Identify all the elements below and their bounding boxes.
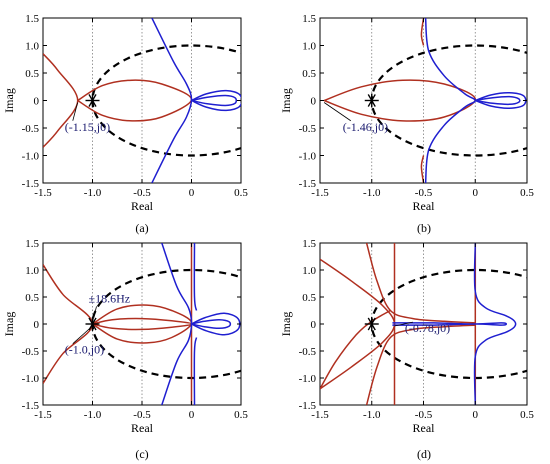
locus-blue: [193, 243, 198, 311]
y-tick-label: 0: [34, 319, 40, 331]
x-tick-label: -1.5: [311, 409, 329, 421]
y-tick-label: -1.5: [299, 400, 317, 412]
x-tick-label: -0.5: [415, 409, 433, 421]
plot-area: [320, 243, 527, 405]
locus-blue: [151, 18, 193, 183]
y-tick-label: -0.5: [299, 123, 317, 135]
annotation-leader: [92, 306, 97, 323]
x-tick-label: 0: [473, 409, 479, 421]
nyquist-panel: (-1.15,j0) 1.5 1.0 0.5 0 -0.5 -1.0 -1.5-1.5 -1.0…: [2, 13, 248, 235]
x-axis-label: Real: [413, 421, 436, 435]
critical-point-marker: [85, 93, 100, 108]
y-axis-label: Imag: [2, 88, 16, 113]
nyquist-panel: (-1.46,j0) 1.5 1.0 0.5 0 -0.5 -1.0 -1.5-1.5 -1.0…: [279, 13, 534, 235]
annotation-label: ±18.6Hz: [89, 291, 131, 305]
x-tick-label: -0.5: [415, 187, 433, 199]
x-tick-label: -0.5: [133, 409, 151, 421]
locus-red: [365, 243, 476, 324]
x-tick-label: 0.5: [520, 409, 534, 421]
panel-label: (c): [135, 447, 148, 461]
x-tick-label: 0.5: [234, 409, 248, 421]
x-tick-label: -1.0: [84, 187, 102, 199]
locus-red: [420, 18, 425, 46]
annotation-label: (-0.78,j0): [405, 321, 450, 335]
panel-label: (a): [135, 221, 148, 235]
y-axis-label: Imag: [2, 312, 16, 337]
y-tick-label: 1.0: [25, 41, 39, 53]
y-tick-label: 1.0: [25, 265, 39, 277]
y-tick-label: 0.5: [302, 68, 316, 80]
y-tick-label: -1.5: [22, 400, 40, 412]
y-tick-label: 0: [311, 96, 317, 108]
y-tick-label: 0.5: [25, 292, 39, 304]
x-axis-label: Real: [131, 199, 154, 213]
annotation-label: (-1.46,j0): [343, 120, 388, 134]
nyquist-panel: ±18.6Hz(-1.0,j0)1.51.00.50-0.5-1.0-1.5-1…: [2, 238, 248, 461]
y-tick-label: -0.5: [299, 346, 317, 358]
y-tick-label: -0.5: [22, 123, 40, 135]
x-tick-label: 0: [473, 187, 479, 199]
y-tick-label: 1.0: [302, 41, 316, 53]
x-tick-label: 0.5: [234, 187, 248, 199]
x-tick-label: 0: [189, 187, 195, 199]
y-tick-label: 1.0: [302, 265, 316, 277]
x-tick-label: 0.5: [520, 187, 534, 199]
x-tick-label: 0: [189, 409, 195, 421]
annotation-leader: [72, 325, 93, 344]
locus-blue: [161, 243, 193, 405]
y-axis-label: Imag: [279, 88, 293, 113]
locus-blue: [193, 337, 198, 405]
panel-label: (d): [417, 447, 431, 461]
critical-point-marker: [364, 317, 379, 331]
x-tick-label: -1.5: [34, 187, 52, 199]
y-tick-label: 1.5: [302, 238, 316, 250]
x-tick-label: -1.0: [363, 187, 381, 199]
critical-point-marker: [364, 93, 379, 108]
y-axis-label: Imag: [279, 312, 293, 337]
y-tick-label: -0.5: [22, 346, 40, 358]
locus-blue: [392, 322, 508, 326]
y-tick-label: 0.5: [25, 68, 39, 80]
y-tick-label: 1.5: [302, 13, 316, 25]
x-axis-label: Real: [413, 199, 436, 213]
annotation-label: (-1.15,j0): [65, 120, 110, 134]
locus-blue: [473, 243, 517, 405]
x-tick-label: -0.5: [133, 187, 151, 199]
locus-blue: [475, 95, 521, 106]
nyquist-panel: (-0.78,j0) 1.5 1.0 0.5 0 -0.5 -1.0 -1.5-1.5 -1.0…: [279, 238, 534, 461]
y-tick-label: -1.0: [22, 151, 40, 163]
y-tick-label: 1.5: [25, 13, 39, 25]
y-tick-label: 0: [34, 96, 40, 108]
annotation-leader: [394, 321, 413, 327]
y-tick-label: -1.5: [22, 178, 40, 190]
locus-blue: [191, 318, 232, 330]
y-tick-label: -1.5: [299, 178, 317, 190]
annotation-label: (-1.0,j0): [65, 343, 104, 357]
panel-label: (b): [417, 221, 431, 235]
x-axis-label: Real: [131, 421, 154, 435]
locus-red: [365, 324, 476, 405]
y-tick-label: 0.5: [302, 292, 316, 304]
y-tick-label: -1.0: [299, 151, 317, 163]
y-tick-label: 1.5: [25, 238, 39, 250]
y-tick-label: -1.0: [299, 373, 317, 385]
y-tick-label: 0: [311, 319, 317, 331]
locus-blue: [191, 89, 241, 112]
locus-blue: [191, 94, 238, 107]
locus-red: [320, 309, 391, 390]
annotation-leader: [323, 102, 351, 122]
x-tick-label: -1.0: [84, 409, 102, 421]
locus-red: [420, 155, 425, 183]
x-tick-label: -1.5: [311, 187, 329, 199]
x-tick-label: -1.5: [34, 409, 52, 421]
x-tick-label: -1.0: [363, 409, 381, 421]
annotation-leader: [72, 102, 79, 121]
y-tick-label: -1.0: [22, 373, 40, 385]
